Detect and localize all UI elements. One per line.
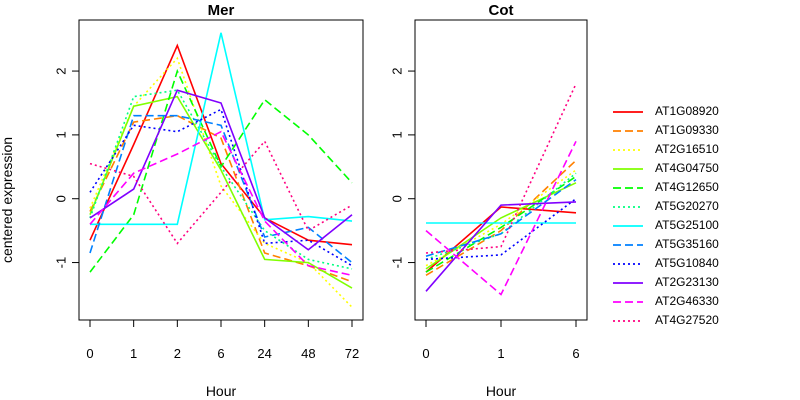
series-line-AT5G10840 <box>425 198 577 261</box>
legend-item: AT2G46330 <box>613 294 719 308</box>
legend-item: AT1G09330 <box>613 123 719 137</box>
y-tick-label: 0 <box>389 195 404 202</box>
x-tick-label: 0 <box>422 346 429 361</box>
series-line-AT2G16510 <box>89 56 353 308</box>
y-tick-label: 1 <box>389 131 404 138</box>
legend-item: AT4G12650 <box>613 180 719 194</box>
y-tick-label: 1 <box>53 131 68 138</box>
y-tick-label: 0 <box>53 195 68 202</box>
panel-title: Mer <box>208 2 235 19</box>
series-line-AT1G09330 <box>425 159 577 276</box>
y-axis-label: centered expression <box>0 137 15 263</box>
y-tick-label: 2 <box>53 67 68 74</box>
series-line-AT5G20270 <box>89 89 353 270</box>
x-axis-label: Hour <box>206 383 237 399</box>
legend-label: AT2G46330 <box>655 294 719 308</box>
y-tick-label: -1 <box>389 257 404 269</box>
x-tick-label: 6 <box>217 346 224 361</box>
x-tick-label: 1 <box>130 346 137 361</box>
legend-label: AT1G08920 <box>655 104 719 118</box>
series-line-AT4G27520 <box>425 83 577 254</box>
series-line-AT5G10840 <box>89 108 353 267</box>
x-tick-label: 0 <box>86 346 93 361</box>
panel-Mer: Mer -1 0 1 2 0 1 2 6 24 48 72 Hour <box>53 2 364 399</box>
y-tick-label: 2 <box>389 67 404 74</box>
x-tick-label: 2 <box>174 346 181 361</box>
legend-label: AT2G16510 <box>655 142 719 156</box>
panel-Cot: Cot -1 0 1 2 0 1 6 Hour <box>389 2 588 399</box>
panel-title: Cot <box>489 2 514 19</box>
legend-label: AT1G09330 <box>655 123 719 137</box>
x-tick-label: 1 <box>497 346 504 361</box>
legend-item: AT2G16510 <box>613 142 719 156</box>
x-tick-label: 6 <box>572 346 579 361</box>
x-tick-label: 24 <box>257 346 271 361</box>
series-line-AT4G27520 <box>89 139 353 245</box>
legend-label: AT4G12650 <box>655 180 719 194</box>
legend-item: AT5G20270 <box>613 199 719 213</box>
legend-label: AT5G10840 <box>655 256 719 270</box>
legend-item: AT5G25100 <box>613 218 719 232</box>
series-line-AT2G46330 <box>89 130 353 277</box>
series-line-AT4G04750 <box>89 95 353 289</box>
legend: AT1G08920 AT1G09330 AT2G16510 AT4G04750 AT4G… <box>613 104 719 327</box>
legend-item: AT1G08920 <box>613 104 719 118</box>
legend-label: AT4G27520 <box>655 313 719 327</box>
y-tick-label: -1 <box>53 257 68 269</box>
series-line-AT1G08920 <box>89 43 353 246</box>
legend-item: AT2G23130 <box>613 275 719 289</box>
legend-label: AT5G25100 <box>655 218 719 232</box>
series-line-AT2G23130 <box>89 89 353 251</box>
series-line-AT2G23130 <box>425 201 577 292</box>
x-tick-label: 72 <box>345 346 359 361</box>
legend-label: AT4G04750 <box>655 161 719 175</box>
legend-item: AT5G10840 <box>613 256 719 270</box>
series-line-AT2G16510 <box>425 169 577 267</box>
series-line-AT2G46330 <box>425 140 577 296</box>
series-line-AT5G35160 <box>89 114 353 264</box>
x-axis-label: Hour <box>486 383 517 399</box>
legend-label: AT2G23130 <box>655 275 719 289</box>
legend-item: AT5G35160 <box>613 237 719 251</box>
series-line-AT5G25100 <box>90 32 353 226</box>
x-tick-label: 48 <box>301 346 315 361</box>
series-line-AT5G35160 <box>425 178 577 257</box>
legend-item: AT4G27520 <box>613 313 719 327</box>
legend-label: AT5G20270 <box>655 199 719 213</box>
legend-item: AT4G04750 <box>613 161 719 175</box>
series-line-AT4G04750 <box>425 182 577 270</box>
legend-label: AT5G35160 <box>655 237 719 251</box>
